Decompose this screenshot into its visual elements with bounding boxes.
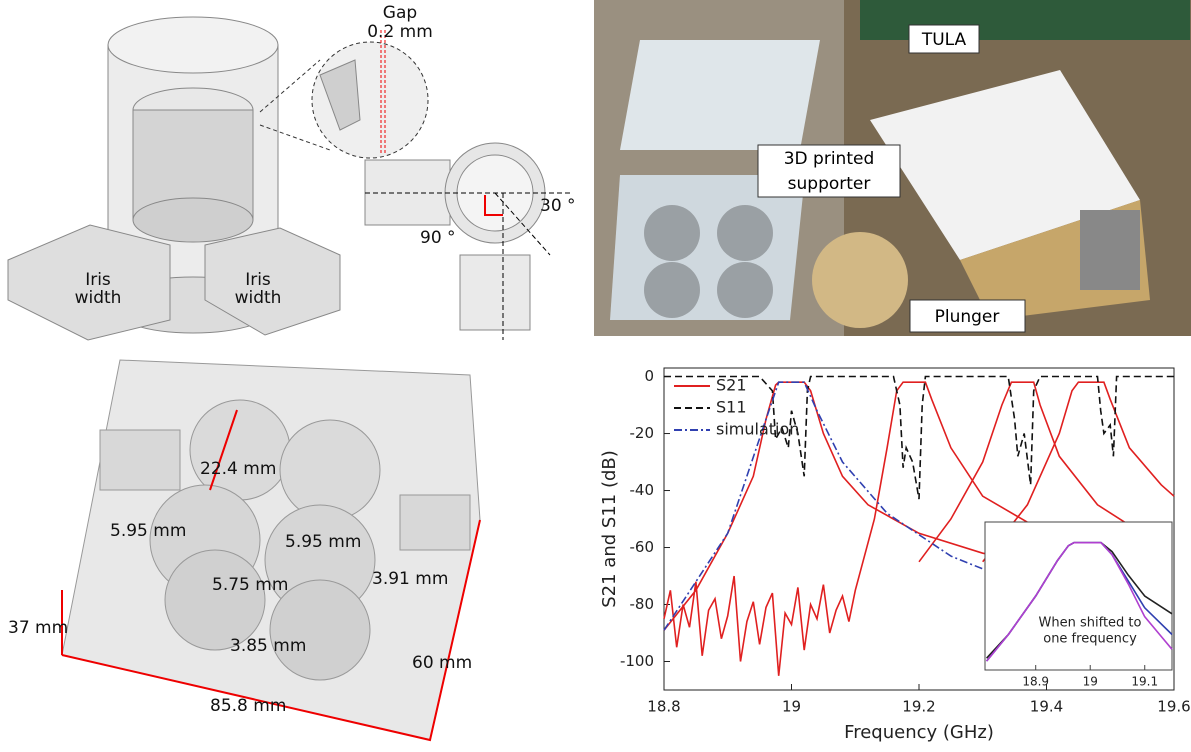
legend-label: S11 (716, 398, 747, 417)
gap-label: Gap (383, 3, 417, 23)
y-tick-label: -40 (630, 481, 655, 499)
model-diagram (62, 360, 480, 740)
y-tick-label: -60 (630, 538, 655, 556)
y-tick-label: -100 (620, 652, 654, 670)
legend-label: simulation (716, 420, 799, 439)
angle-label: 90 ° (420, 228, 456, 248)
inset-x-tick-label: 18.9 (1022, 675, 1049, 689)
x-tick-label: 19.2 (902, 698, 935, 716)
x-axis-title: Frequency (GHz) (844, 722, 994, 743)
dimension: 37 mm (8, 618, 68, 638)
iris-label: width (75, 288, 122, 308)
dimension: 22.4 mm (200, 459, 276, 479)
y-tick-label: -80 (630, 595, 655, 613)
y-axis-title: S21 and S11 (dB) (599, 450, 620, 608)
x-tick-label: 19.6 (1157, 698, 1190, 716)
dimension: 3.85 mm (230, 636, 306, 656)
iris-label: width (235, 288, 282, 308)
inset-note: When shifted to (1039, 616, 1142, 631)
inset-note: one frequency (1043, 632, 1137, 647)
dimension: 5.95 mm (285, 532, 361, 552)
dimension: 5.75 mm (212, 575, 288, 595)
dimension: 5.95 mm (110, 521, 186, 541)
dimension: 85.8 mm (210, 696, 286, 716)
x-tick-label: 19.4 (1030, 698, 1063, 716)
dimension: 3.91 mm (372, 569, 448, 589)
photo-label: Plunger (935, 307, 1000, 327)
y-tick-label: -20 (630, 424, 655, 442)
inset-x-tick-label: 19 (1083, 675, 1098, 689)
photo-label: supporter (788, 174, 871, 194)
x-tick-label: 19 (782, 698, 801, 716)
iris-label: Iris (85, 270, 111, 290)
y-tick-label: 0 (644, 367, 654, 385)
photo-label: TULA (921, 30, 967, 50)
iris-label: Iris (245, 270, 271, 290)
x-tick-label: 18.8 (647, 698, 680, 716)
gap-size: 0.2 mm (367, 22, 433, 42)
inset-x-tick-label: 19.1 (1131, 675, 1158, 689)
dimension: 60 mm (412, 653, 472, 673)
figure: Gap 0.2 mm Iris width Iris width 30 ° 90… (0, 0, 1191, 748)
photo-label: 3D printed (784, 149, 875, 169)
photo (594, 0, 1191, 336)
angle-label: 30 ° (540, 196, 576, 216)
page: Gap 0.2 mm Iris width Iris width 30 ° 90… (0, 0, 1191, 752)
legend-label: S21 (716, 376, 747, 395)
